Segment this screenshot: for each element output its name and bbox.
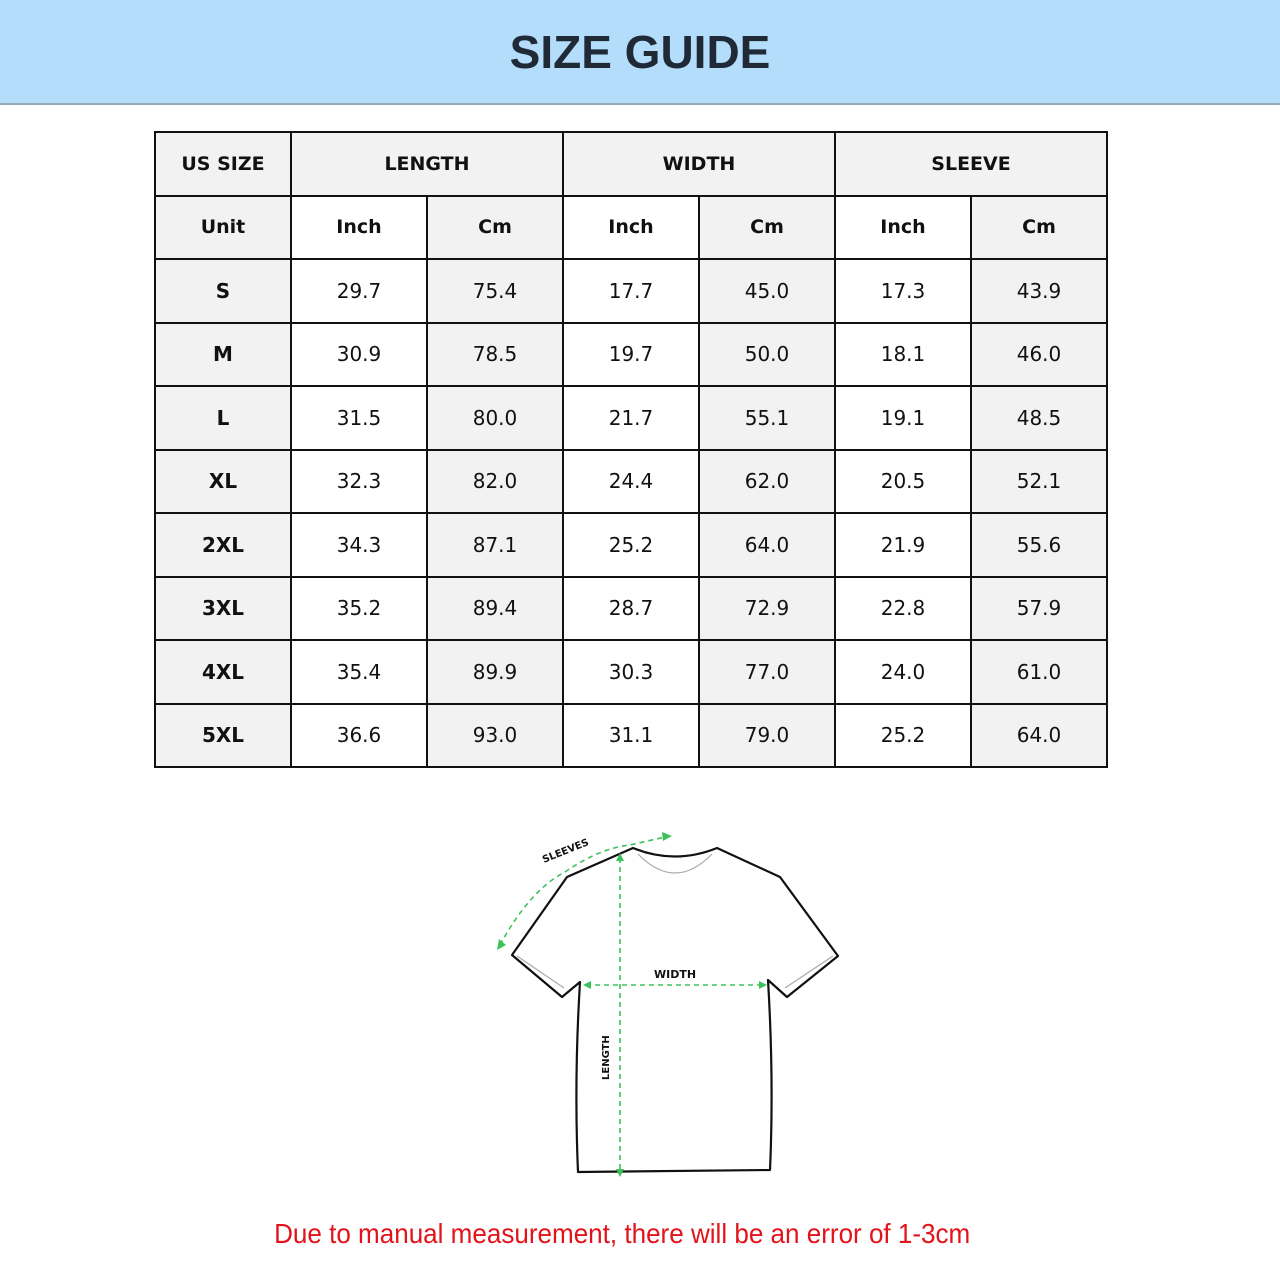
value-cell: 20.5 (834, 448, 972, 514)
value-cell: 28.7 (562, 575, 700, 641)
size-label-cell: Unit (154, 194, 292, 260)
unit-row: Unit Inch Cm Inch Cm Inch Cm (154, 194, 1108, 260)
size-label-cell: M (154, 321, 292, 387)
value-cell: 80.0 (426, 385, 564, 451)
value-cell: 36.6 (290, 702, 428, 768)
table-row: S 29.7 75.4 17.7 45.0 17.3 43.9 (154, 258, 1108, 324)
value-cell: 25.2 (562, 512, 700, 578)
header-us-size: US SIZE (154, 131, 292, 197)
value-cell: 64.0 (970, 702, 1108, 768)
measure-arrowheads (497, 832, 767, 1177)
table-row: 3XL 35.2 89.4 28.7 72.9 22.8 57.9 (154, 575, 1108, 641)
value-cell: 48.5 (970, 385, 1108, 451)
value-cell: Cm (426, 194, 564, 260)
size-label-cell: 3XL (154, 575, 292, 641)
collar-stitch (637, 853, 713, 874)
value-cell: 24.0 (834, 639, 972, 705)
value-cell: 43.9 (970, 258, 1108, 324)
value-cell: 79.0 (698, 702, 836, 768)
group-header-row: US SIZE LENGTH WIDTH SLEEVE (154, 131, 1108, 197)
value-cell: 19.7 (562, 321, 700, 387)
value-cell: 29.7 (290, 258, 428, 324)
sleeve-measure-line (499, 836, 666, 946)
header-banner: SIZE GUIDE (0, 0, 1280, 105)
value-cell: 78.5 (426, 321, 564, 387)
size-label-cell: L (154, 385, 292, 451)
table-row: XL 32.3 82.0 24.4 62.0 20.5 52.1 (154, 448, 1108, 514)
value-cell: 24.4 (562, 448, 700, 514)
value-cell: 17.7 (562, 258, 700, 324)
value-cell: 19.1 (834, 385, 972, 451)
value-cell: 62.0 (698, 448, 836, 514)
header-width: WIDTH (562, 131, 836, 197)
value-cell: 30.9 (290, 321, 428, 387)
size-table: US SIZE LENGTH WIDTH SLEEVE Unit Inch Cm In… (154, 131, 1108, 768)
value-cell: 55.6 (970, 512, 1108, 578)
value-cell: 35.2 (290, 575, 428, 641)
header-sleeve: SLEEVE (834, 131, 1108, 197)
tshirt-outline (510, 846, 840, 1174)
value-cell: 72.9 (698, 575, 836, 641)
cuff-right (784, 955, 834, 989)
value-cell: 50.0 (698, 321, 836, 387)
table-row: 5XL 36.6 93.0 31.1 79.0 25.2 64.0 (154, 702, 1108, 768)
value-cell: 87.1 (426, 512, 564, 578)
value-cell: 75.4 (426, 258, 564, 324)
value-cell: 25.2 (834, 702, 972, 768)
table-row: 4XL 35.4 89.9 30.3 77.0 24.0 61.0 (154, 639, 1108, 705)
value-cell: 35.4 (290, 639, 428, 705)
value-cell: 93.0 (426, 702, 564, 768)
label-length: LENGTH (601, 1035, 612, 1080)
value-cell: 32.3 (290, 448, 428, 514)
value-cell: 31.5 (290, 385, 428, 451)
value-cell: 45.0 (698, 258, 836, 324)
value-cell: 18.1 (834, 321, 972, 387)
value-cell: 22.8 (834, 575, 972, 641)
cuff-left (516, 955, 565, 989)
value-cell: 21.9 (834, 512, 972, 578)
value-cell: 46.0 (970, 321, 1108, 387)
page-title: SIZE GUIDE (509, 25, 771, 78)
value-cell: 64.0 (698, 512, 836, 578)
size-label-cell: S (154, 258, 292, 324)
measurement-disclaimer: Due to manual measurement, there will be… (274, 1218, 971, 1249)
value-cell: 21.7 (562, 385, 700, 451)
value-cell: 52.1 (970, 448, 1108, 514)
value-cell: 82.0 (426, 448, 564, 514)
label-width: WIDTH (654, 968, 696, 981)
value-cell: 61.0 (970, 639, 1108, 705)
value-cell: Inch (290, 194, 428, 260)
header-length: LENGTH (290, 131, 564, 197)
size-label-cell: XL (154, 448, 292, 514)
value-cell: 55.1 (698, 385, 836, 451)
value-cell: 31.1 (562, 702, 700, 768)
tshirt-diagram: SLEEVES WIDTH LENGTH (497, 832, 840, 1177)
value-cell: Inch (834, 194, 972, 260)
value-cell: Inch (562, 194, 700, 260)
value-cell: Cm (970, 194, 1108, 260)
size-label-cell: 5XL (154, 702, 292, 768)
value-cell: 89.9 (426, 639, 564, 705)
value-cell: 34.3 (290, 512, 428, 578)
table-row: M 30.9 78.5 19.7 50.0 18.1 46.0 (154, 321, 1108, 387)
value-cell: 89.4 (426, 575, 564, 641)
value-cell: 30.3 (562, 639, 700, 705)
size-label-cell: 2XL (154, 512, 292, 578)
value-cell: Cm (698, 194, 836, 260)
table-row: L 31.5 80.0 21.7 55.1 19.1 48.5 (154, 385, 1108, 451)
size-label-cell: 4XL (154, 639, 292, 705)
value-cell: 77.0 (698, 639, 836, 705)
table-row: 2XL 34.3 87.1 25.2 64.0 21.9 55.6 (154, 512, 1108, 578)
value-cell: 17.3 (834, 258, 972, 324)
value-cell: 57.9 (970, 575, 1108, 641)
